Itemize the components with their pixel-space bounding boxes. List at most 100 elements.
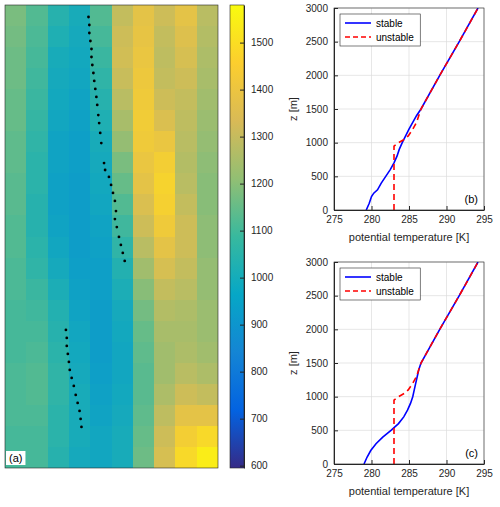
cell [48, 215, 70, 237]
cell [48, 258, 70, 280]
cell [90, 152, 112, 174]
plot-frame [334, 8, 484, 210]
cell [90, 215, 112, 237]
point [93, 80, 96, 83]
cell [197, 237, 218, 259]
colorbar-tick: 1300 [240, 131, 274, 142]
x-tick-mark [372, 460, 373, 464]
y-tick-label: 0 [322, 459, 328, 470]
colorbar-tick-label: 1200 [251, 178, 274, 189]
y-tick: 1500 [306, 104, 338, 115]
cell [26, 447, 48, 468]
y-tick-label: 3000 [306, 3, 329, 14]
cell [133, 300, 155, 322]
colorbar-tick-label: 900 [251, 319, 268, 330]
grid-line-y [334, 109, 484, 110]
cell [133, 321, 155, 343]
cell [5, 426, 27, 448]
colorbar-tick-mark [240, 231, 244, 232]
point [100, 142, 103, 145]
y-tick-label: 1500 [306, 104, 329, 115]
colorbar-tick: 1500 [240, 37, 274, 48]
y-tick-mark [334, 75, 338, 76]
cell [133, 194, 155, 216]
y-tick-label: 1000 [306, 137, 329, 148]
cell [112, 26, 134, 48]
cell [112, 173, 134, 195]
cell [48, 237, 70, 259]
plot-background [334, 262, 484, 464]
cell [26, 279, 48, 301]
y-tick: 2000 [306, 70, 338, 81]
cell [154, 131, 176, 153]
line-panel: 275280285290295050010001500200025003000p… [287, 257, 493, 497]
cell [197, 363, 218, 385]
cell [197, 447, 218, 468]
cell [154, 26, 176, 48]
lines [366, 8, 478, 210]
cell [26, 26, 48, 48]
cell [90, 405, 112, 427]
x-tick-label: 290 [439, 468, 456, 479]
cell [69, 110, 91, 132]
point [114, 200, 117, 203]
y-tick: 0 [322, 205, 338, 216]
x-tick: 295 [476, 460, 493, 479]
colorbar-tick-label: 1500 [251, 37, 274, 48]
cell [175, 5, 197, 27]
legend-label: stable [376, 18, 403, 29]
colorbar-tick-mark [240, 184, 244, 185]
cell [175, 426, 197, 448]
colorbar-tick: 900 [240, 319, 268, 330]
cell [154, 173, 176, 195]
cell [5, 363, 27, 385]
x-tick-mark [447, 206, 448, 210]
point [96, 104, 99, 107]
cell [5, 47, 27, 69]
cell [133, 5, 155, 27]
y-tick: 500 [311, 171, 338, 182]
cell [90, 342, 112, 364]
cell [48, 405, 70, 427]
y-tick: 3000 [306, 3, 338, 14]
cell [48, 131, 70, 153]
cell [69, 258, 91, 280]
y-tick-label: 1000 [306, 391, 329, 402]
panel-label: (c) [465, 447, 478, 459]
legend: stableunstable [340, 14, 420, 46]
point [88, 24, 91, 27]
series-line [364, 262, 478, 464]
cell [48, 279, 70, 301]
cell [112, 110, 134, 132]
y-tick-mark [334, 109, 338, 110]
cell [197, 426, 218, 448]
cell [69, 68, 91, 90]
cell [154, 5, 176, 27]
y-tick: 2500 [306, 36, 338, 47]
cell [69, 384, 91, 406]
colorbar-line [244, 6, 245, 469]
x-tick-mark [484, 206, 485, 210]
cell [48, 110, 70, 132]
cell [26, 194, 48, 216]
colorbar-tick-label: 1100 [251, 225, 273, 236]
cell [48, 173, 70, 195]
cell [48, 47, 70, 69]
point [88, 32, 91, 35]
cell [26, 384, 48, 406]
cell [154, 258, 176, 280]
cell [90, 26, 112, 48]
points [65, 16, 127, 429]
cell [133, 237, 155, 259]
grid-line-y [334, 396, 484, 397]
point [66, 353, 69, 356]
point [98, 122, 101, 125]
cell [90, 194, 112, 216]
x-tick-mark [447, 460, 448, 464]
cell [90, 68, 112, 90]
cell [5, 405, 27, 427]
point [92, 72, 95, 75]
colorbar-tick-mark [240, 419, 244, 420]
cell [69, 215, 91, 237]
cell [90, 300, 112, 322]
